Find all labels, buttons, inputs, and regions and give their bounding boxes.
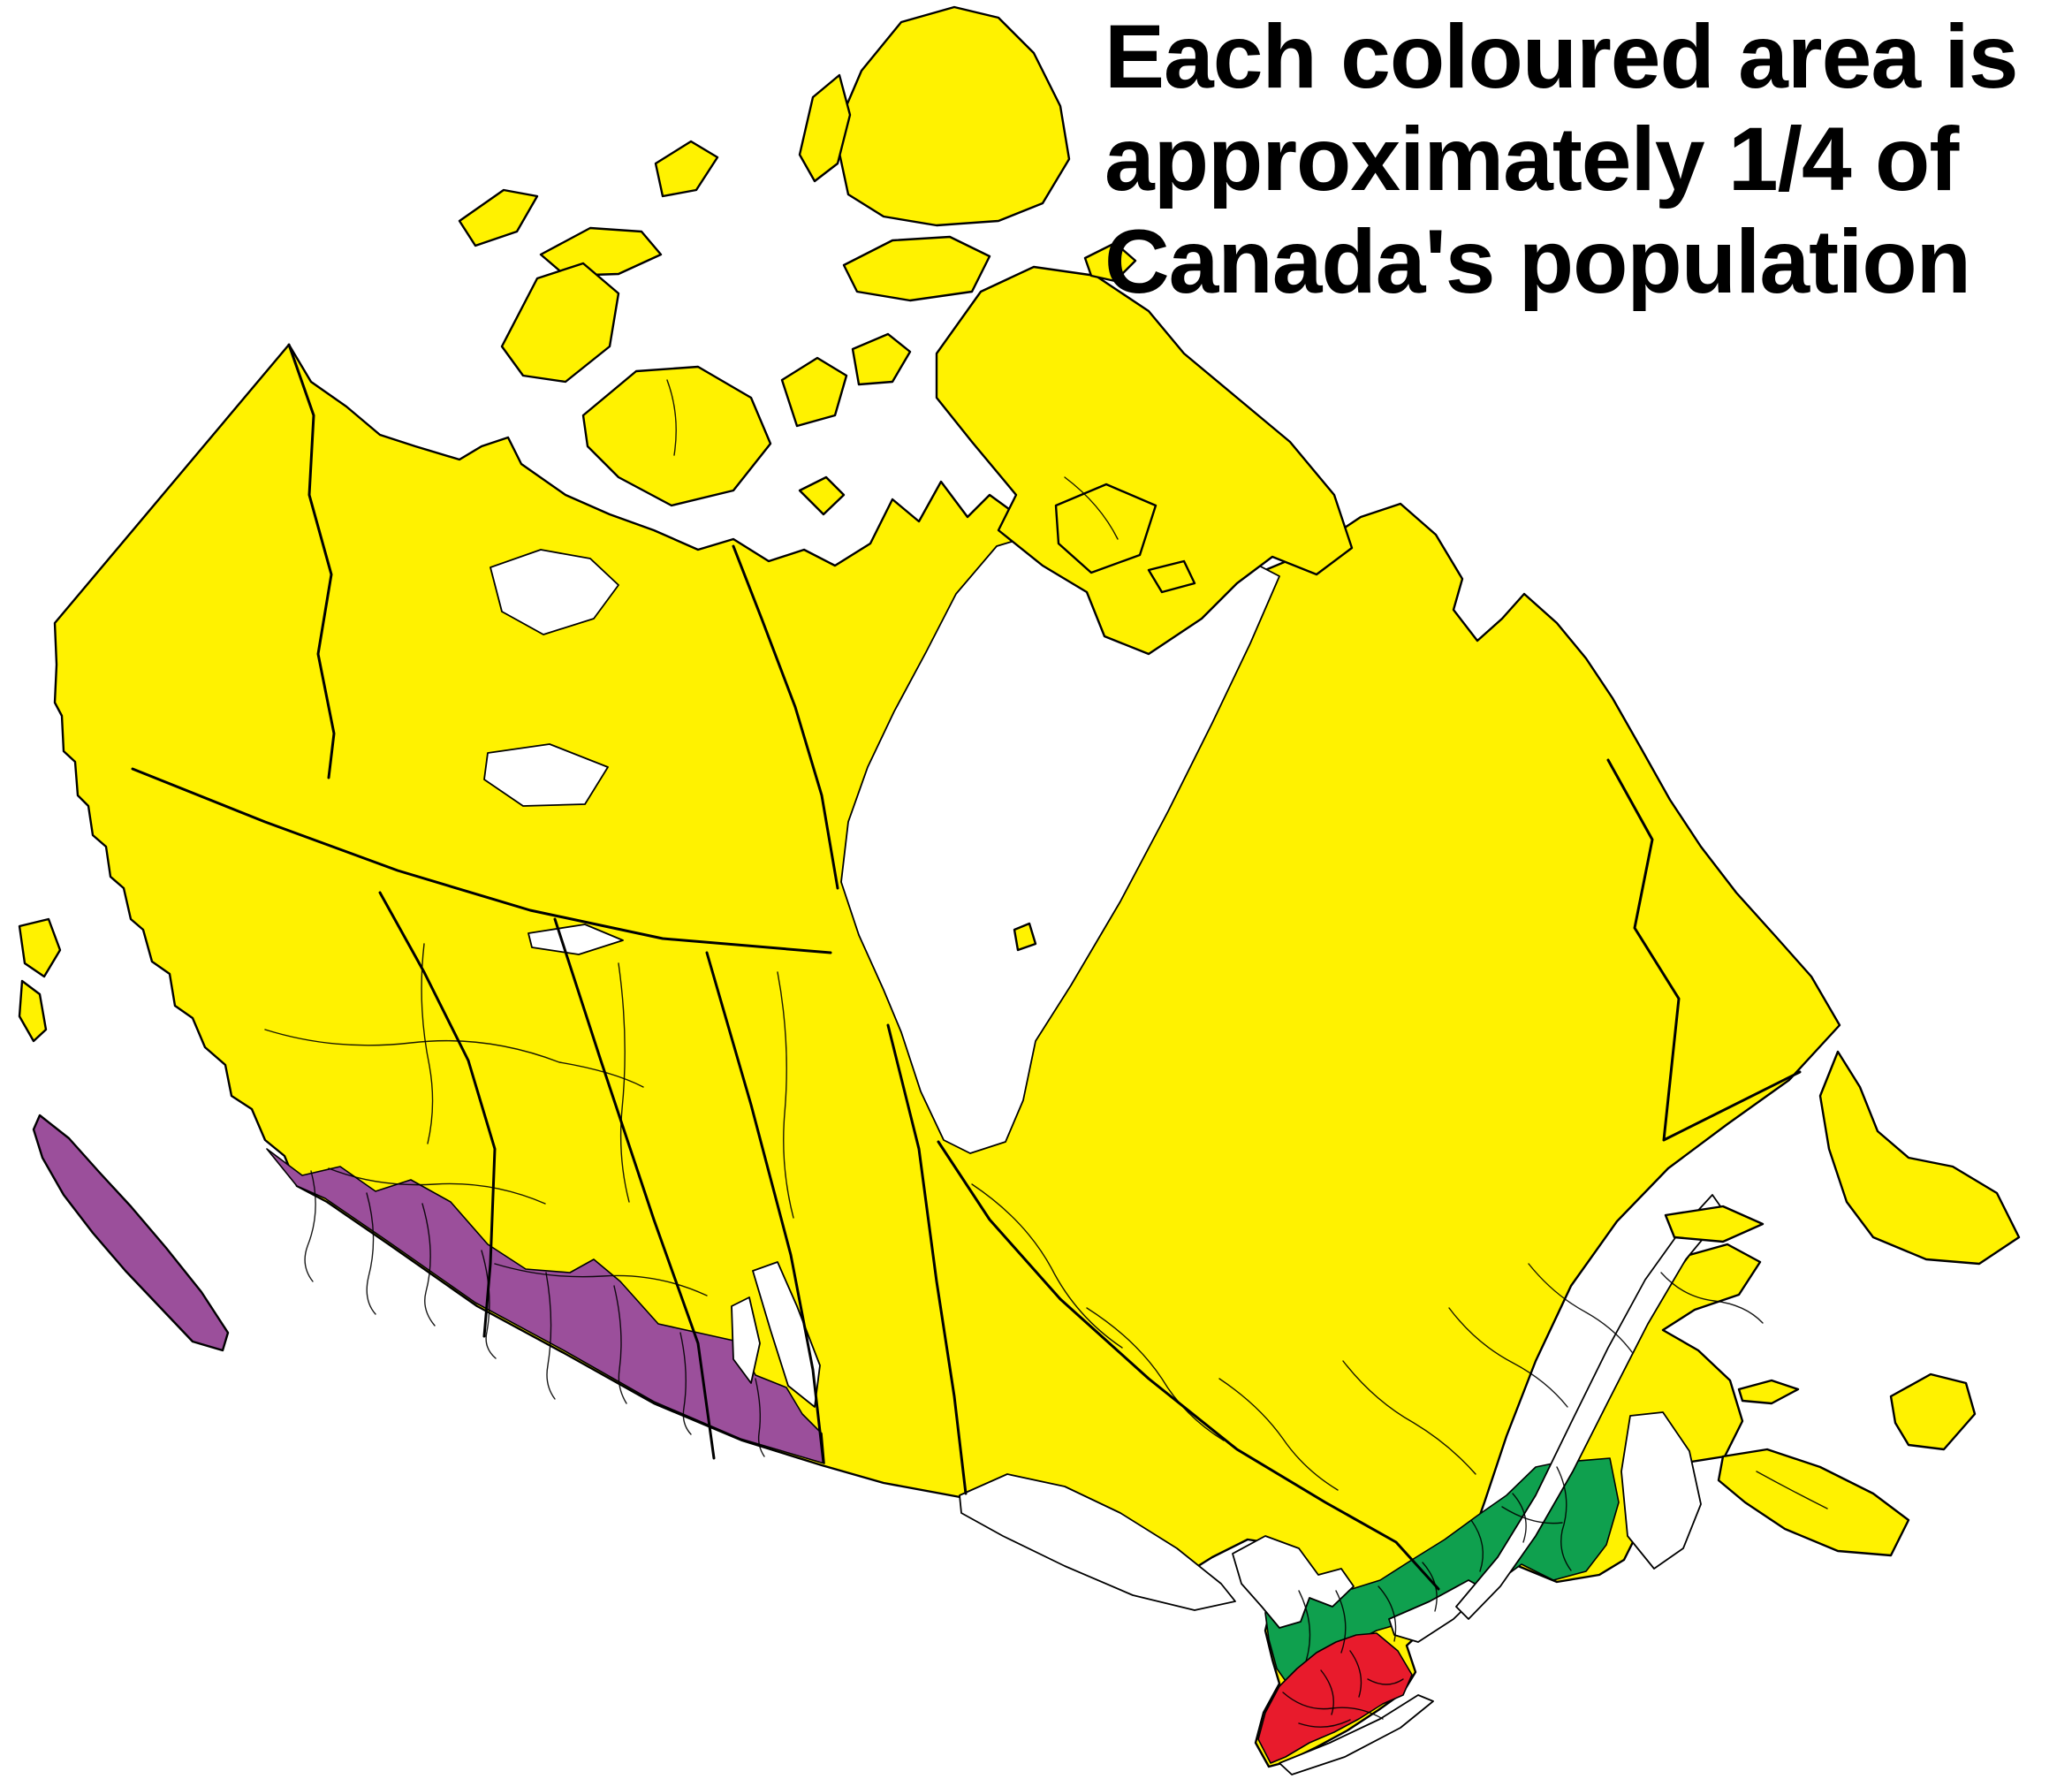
quebec-labrador-border [1606,758,1802,1142]
district-line [304,1170,316,1282]
prince-edward-island [1737,1379,1800,1405]
district-line [618,962,630,1203]
province-borders [131,343,1802,1591]
district-line [971,1183,1123,1349]
ellesmere-island [833,5,1071,227]
lake-superior [959,1473,1236,1611]
lake-athabasca [527,924,624,955]
prince-of-wales-island [780,356,848,428]
nova-scotia [1717,1448,1910,1557]
water-bodies [483,528,1726,1775]
nwt-nunavut-border [732,544,839,890]
sixtieth-parallel-border [131,767,832,954]
district-line [1378,1585,1397,1642]
district-line [421,1203,436,1327]
district-line [1556,1466,1572,1571]
lake-huron-georgian-bay [1232,1535,1355,1629]
melville-island [539,226,663,277]
district-line [1367,1678,1404,1685]
lake-erie [1279,1694,1434,1775]
district-line [1349,1650,1362,1698]
prince-patrick-island [458,188,539,247]
region-golden-horseshoe-red [1257,1632,1413,1764]
coats-island [1147,559,1196,594]
district-line [1218,1378,1339,1491]
victoria-island [581,365,772,507]
district-line [264,1029,644,1088]
district-line [666,379,677,456]
district-line [1064,476,1119,540]
district-line [755,1378,765,1457]
district-boundaries [264,379,1828,1728]
district-line [1448,1307,1568,1408]
cape-breton-island [1889,1372,1977,1451]
district-line [481,1250,497,1359]
anticosti-island [1664,1205,1765,1243]
district-line [1660,1272,1764,1324]
saskatchewan-manitoba-border [705,951,825,1464]
district-line [1528,1263,1633,1353]
district-line [1335,1590,1347,1654]
ellef-ringnes-island [654,140,719,198]
district-line [366,1192,376,1315]
map-title: Each coloured area is approximately 1/4 … [1104,5,2068,313]
map-title-line-3: Canada's population [1104,211,1971,312]
district-line [545,1272,556,1400]
king-william-island [798,475,846,516]
vancouver-island [32,1114,230,1352]
southampton-island [1054,483,1157,574]
baffin-island [935,265,1354,656]
somerset-island [851,332,912,386]
district-line [777,971,794,1219]
district-line [1422,1562,1438,1612]
devon-island [842,235,991,302]
lake-winnipeg [752,1261,821,1408]
haida-gwaii-graham-island [18,917,62,978]
district-line [494,1263,708,1296]
district-line [1512,1493,1527,1543]
belcher-islands [1013,922,1037,952]
maine-usa-notch [1620,1411,1702,1570]
haida-gwaii-moresby-island [18,979,48,1043]
bylot-island [1083,241,1137,283]
great-slave-lake [483,743,609,807]
district-line [613,1285,627,1404]
great-bear-lake [490,549,619,635]
district-line [1298,1590,1311,1662]
district-line [679,1332,692,1435]
district-line [1086,1307,1225,1441]
ontario-quebec-border [937,1140,1440,1591]
lake-manitoba [731,1296,761,1384]
map-title-line-1: Each coloured area is [1104,6,2018,107]
district-line [1282,1692,1384,1720]
bc-alberta-border [378,891,497,1338]
manitoba-ontario-border [886,1023,968,1495]
district-line [421,943,434,1144]
district-line [328,1167,546,1205]
map-title-line-2: approximately 1/4 of [1104,109,1959,209]
newfoundland-island [1818,1050,2021,1266]
district-line [1470,1519,1484,1572]
district-line [1756,1471,1828,1509]
district-line [1501,1506,1563,1524]
banks-island [500,262,620,384]
yukon-nwt-border [287,343,336,779]
district-line [1342,1360,1476,1475]
alberta-saskatchewan-border [553,917,716,1460]
axel-heiberg-island [798,73,852,183]
district-line [1320,1669,1334,1715]
district-line [1298,1719,1351,1728]
islands [18,5,2021,1557]
